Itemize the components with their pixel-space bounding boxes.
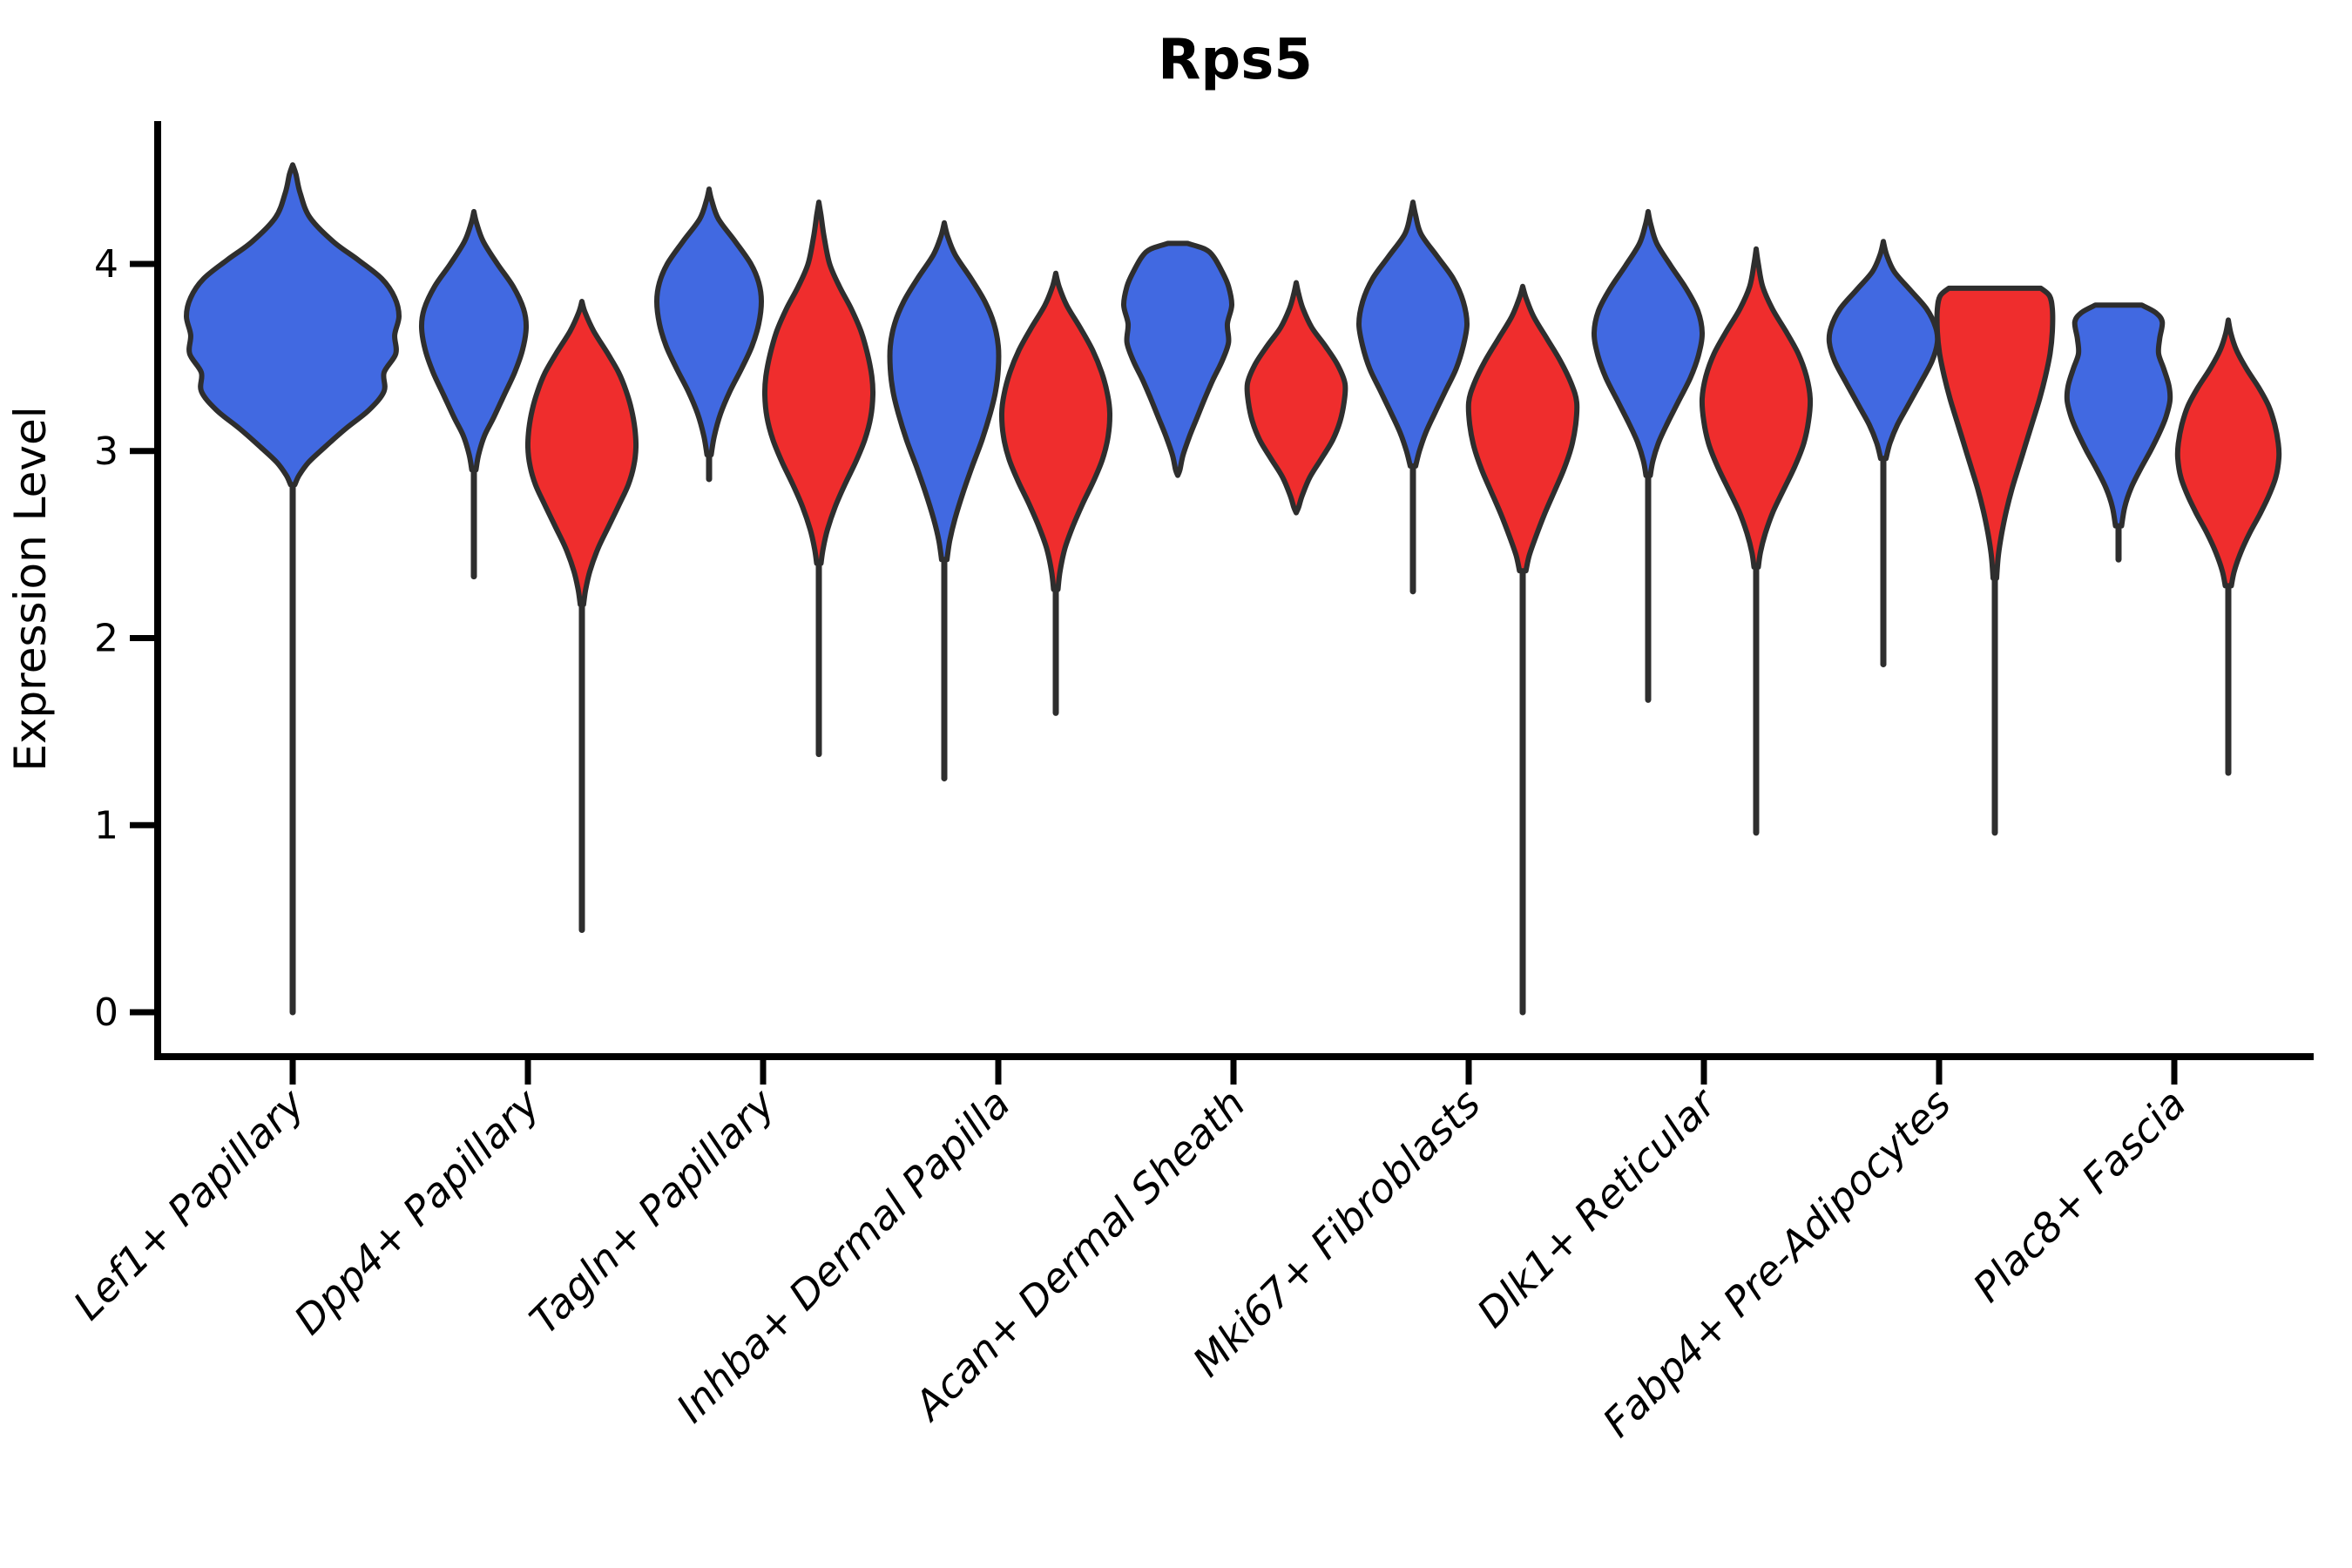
y-tick-label: 2 — [94, 617, 118, 661]
x-tick-label: Lef1+ Papillary — [64, 1079, 314, 1328]
violin-Dpp4+ Papillary-red — [524, 299, 639, 607]
chart-title: Rps5 — [1158, 28, 1313, 92]
violin-Acan+ Dermal Sheath-blue — [1120, 240, 1235, 478]
x-tick-label: Dpp4+ Papillary — [285, 1079, 549, 1343]
x-tick-label: Tagln+ Papillary — [520, 1079, 784, 1343]
violin-Dlk1+ Reticular-blue — [1591, 208, 1706, 478]
violin-Mki67+ Fibroblasts-blue — [1356, 199, 1470, 469]
violin-Plac8+ Fascia-blue — [2064, 302, 2173, 529]
x-tick-label: Plac8+ Fascia — [1963, 1080, 2194, 1311]
y-tick-label: 3 — [94, 429, 118, 474]
violin-Tagln+ Papillary-red — [761, 199, 876, 566]
violin-Plac8+ Fascia-red — [2174, 317, 2282, 589]
violin-Dlk1+ Reticular-red — [1699, 246, 1814, 570]
violin-Acan+ Dermal Sheath-red — [1244, 280, 1348, 516]
violin-Mki67+ Fibroblasts-red — [1465, 283, 1580, 574]
violin-Fabp4+ Pre-Adipocytes-blue — [1826, 239, 1941, 462]
y-axis-label: Expression Level — [5, 406, 56, 771]
axes-layer — [130, 121, 2314, 1085]
y-tick-label: 4 — [94, 242, 118, 287]
violin-Lef1+ Papillary-blue — [184, 162, 402, 488]
violin-Inhba+ Dermal Papilla-blue — [887, 220, 1002, 563]
y-tick-label: 1 — [94, 803, 118, 848]
violin-Inhba+ Dermal Papilla-red — [998, 270, 1113, 592]
violins-layer — [184, 162, 2282, 1016]
violin-Dpp4+ Papillary-blue — [418, 208, 530, 473]
violin-Tagln+ Papillary-blue — [654, 186, 764, 457]
violin-Fabp4+ Pre-Adipocytes-red — [1934, 285, 2056, 581]
x-tick-label: Dlk1+ Reticular — [1468, 1078, 1727, 1336]
y-tick-label: 0 — [94, 990, 118, 1035]
